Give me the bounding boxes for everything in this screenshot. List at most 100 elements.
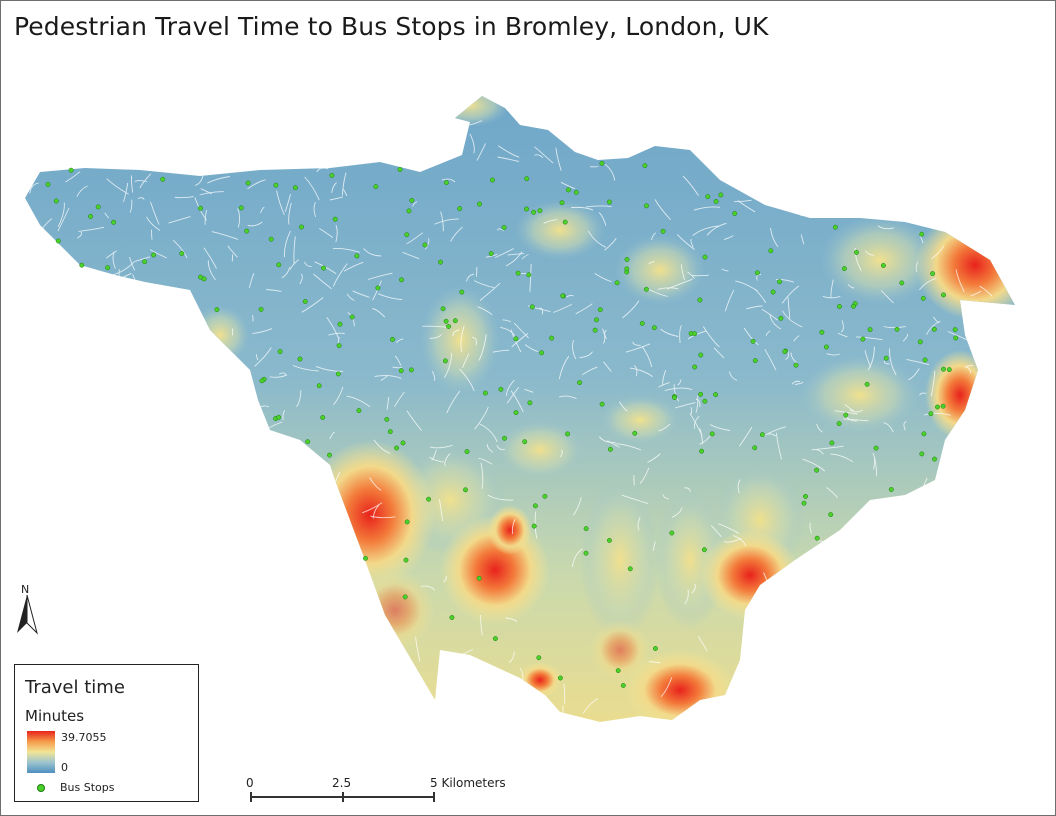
bus-stop-marker (531, 209, 537, 215)
bus-stop-marker (930, 271, 936, 277)
bus-stop-marker (770, 289, 776, 295)
road-segment (756, 274, 762, 281)
bus-stops-layer (45, 160, 959, 688)
bus-stop-marker (373, 184, 379, 190)
road-segment (313, 202, 317, 218)
road-segment (883, 422, 894, 433)
road-segment (231, 254, 234, 262)
road-segment (615, 443, 642, 451)
bus-stop-marker (841, 266, 847, 272)
road-segment (462, 353, 470, 369)
road-segment (231, 328, 234, 336)
road-segment (721, 268, 729, 272)
road-segment (406, 232, 424, 245)
road-segment (843, 418, 869, 422)
bus-stop-marker (457, 206, 463, 212)
road-segment (394, 355, 402, 366)
road-segment (844, 403, 855, 411)
road-segment (883, 326, 906, 329)
bus-stop-marker (542, 493, 548, 499)
road-segment (524, 344, 539, 352)
bus-stop-marker (329, 172, 335, 178)
bus-stop-marker (356, 408, 362, 414)
road-segment (579, 351, 593, 358)
bus-stop-marker (408, 367, 414, 373)
bus-stop-marker (398, 368, 404, 374)
road-segment (652, 541, 656, 551)
road-segment (781, 285, 800, 304)
road-segment (352, 290, 370, 298)
scale-bar: 0 2.5 5 Kilometers (245, 774, 515, 808)
bus-stop-marker (599, 160, 605, 166)
road-segment (497, 156, 520, 162)
bus-stop-marker (768, 248, 774, 254)
bus-stop-marker (524, 206, 529, 212)
road-segment (329, 196, 344, 201)
road-segment (846, 416, 858, 422)
road-segment (521, 254, 529, 260)
road-segment (304, 261, 312, 267)
legend: Travel time Minutes 39.7055 0 Bus Stops (14, 664, 199, 802)
road-segment (729, 371, 738, 381)
bus-stop-marker (477, 201, 482, 207)
map-title: Pedestrian Travel Time to Bus Stops in B… (14, 12, 769, 41)
road-segment (505, 379, 515, 396)
road-segment (497, 228, 505, 231)
road-segment (955, 269, 965, 292)
road-segment (172, 239, 188, 259)
bus-stop-marker (594, 317, 599, 323)
road-segment (105, 250, 117, 259)
road-segment (469, 133, 475, 154)
road-segment (902, 333, 909, 342)
bus-stop-marker (698, 391, 704, 397)
bus-stop-marker (179, 251, 185, 256)
road-segment (289, 259, 299, 270)
bus-stop-marker (537, 208, 543, 214)
road-segment (713, 347, 725, 359)
road-segment (444, 352, 453, 379)
road-segment (146, 216, 161, 231)
bus-stop-marker (941, 292, 946, 298)
road-segment (255, 353, 259, 361)
road-segment (200, 188, 212, 195)
road-segment (889, 348, 897, 376)
road-segment (248, 273, 255, 288)
north-label: N (21, 583, 30, 596)
road-segment (316, 167, 329, 173)
road-segment (629, 367, 654, 377)
bus-stop-marker (851, 303, 856, 309)
bus-stop-marker (531, 523, 537, 529)
road-segment (706, 222, 727, 236)
road-segment (834, 410, 858, 415)
road-segment (441, 178, 456, 183)
bus-stop-marker (277, 349, 283, 355)
road-segment (377, 293, 403, 300)
road-segment (492, 349, 510, 353)
bus-stop-marker (335, 371, 341, 377)
bus-stop-marker (305, 439, 311, 445)
bus-stop-marker (440, 306, 446, 312)
bus-stop-marker (142, 259, 148, 265)
bus-stop-marker (932, 456, 937, 462)
bus-stop-marker (597, 307, 603, 313)
road-segment (331, 182, 337, 193)
road-segment (637, 517, 641, 531)
bus-stop-marker (354, 253, 360, 259)
bus-stop-marker (198, 205, 203, 211)
road-segment (662, 494, 670, 500)
bus-stop-marker (565, 187, 571, 193)
bus-stop-marker (843, 412, 849, 418)
bus-stop-marker (940, 403, 946, 409)
bus-stop-marker (599, 401, 605, 407)
road-segment (723, 235, 734, 241)
bus-stop-marker (404, 232, 410, 238)
road-segment (607, 440, 620, 448)
road-segment (335, 225, 338, 243)
bus-stop-marker (921, 431, 927, 437)
road-segment (800, 234, 805, 245)
bus-stop-marker (894, 326, 900, 332)
bus-stop-marker (549, 335, 555, 341)
road-segment (479, 282, 501, 301)
road-segment (687, 271, 695, 279)
